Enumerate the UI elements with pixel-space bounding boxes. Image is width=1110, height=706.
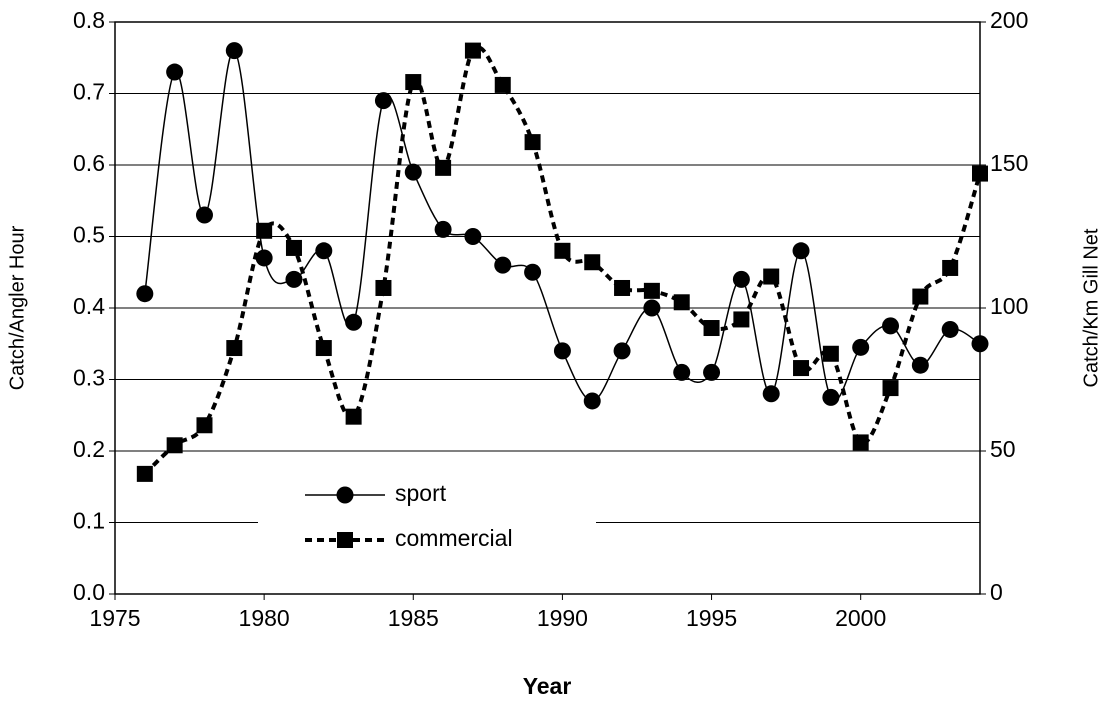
x-tick-label: 1985	[388, 605, 439, 631]
y-tick-label: 0.0	[73, 579, 105, 605]
data-point	[345, 408, 362, 425]
y-tick-label: 0.1	[73, 508, 105, 534]
data-point	[703, 320, 720, 337]
y2-tick-label: 200	[990, 7, 1028, 33]
data-point	[464, 42, 481, 59]
data-point	[703, 363, 721, 381]
data-point	[256, 222, 273, 239]
x-tick-label: 1975	[89, 605, 140, 631]
data-point	[941, 320, 959, 338]
data-point	[643, 299, 661, 317]
data-point	[673, 363, 691, 381]
data-point	[584, 254, 601, 271]
data-point	[762, 385, 780, 403]
data-point	[942, 259, 959, 276]
data-point	[494, 76, 511, 93]
data-point	[822, 388, 840, 406]
data-point	[912, 288, 929, 305]
y2-axis-title: Catch/Km Gill Net	[1080, 228, 1102, 387]
data-point	[405, 74, 422, 91]
y-tick-label: 0.8	[73, 7, 105, 33]
x-axis-title: Year	[523, 673, 572, 699]
data-point	[614, 279, 631, 296]
data-point	[166, 437, 183, 454]
data-point	[464, 228, 482, 245]
data-point	[882, 380, 899, 397]
data-point	[882, 317, 900, 335]
y-tick-label: 0.3	[73, 365, 105, 391]
y-tick-label: 0.7	[73, 79, 105, 105]
data-point	[226, 340, 243, 357]
data-point	[166, 63, 184, 81]
data-point	[225, 42, 243, 60]
data-point	[852, 338, 870, 356]
data-point	[255, 249, 273, 267]
data-point	[673, 294, 690, 311]
x-tick-label: 1995	[686, 605, 737, 631]
data-point	[345, 313, 363, 331]
legend-marker	[336, 486, 354, 504]
data-point	[793, 360, 810, 377]
data-point	[613, 342, 631, 360]
data-point	[583, 392, 601, 410]
data-point	[136, 465, 153, 482]
data-point	[404, 163, 422, 181]
y-tick-label: 0.2	[73, 436, 105, 462]
data-point	[315, 340, 332, 357]
data-point	[494, 256, 512, 274]
y-axis-title: Catch/Angler Hour	[6, 225, 28, 390]
data-point	[285, 270, 303, 288]
legend-box	[258, 460, 596, 564]
plot-frame	[114, 21, 981, 595]
y-tick-label: 0.5	[73, 222, 105, 248]
y-tick-label: 0.6	[73, 150, 105, 176]
data-point	[375, 279, 392, 296]
y2-tick-label: 100	[990, 293, 1028, 319]
legend-marker	[337, 532, 353, 548]
data-point	[852, 434, 869, 451]
y2-tick-label: 150	[990, 150, 1028, 176]
data-point	[911, 356, 929, 374]
data-point	[792, 242, 810, 260]
data-point	[315, 242, 333, 260]
data-point	[524, 134, 541, 151]
data-point	[732, 270, 750, 288]
data-point	[971, 335, 989, 353]
data-point	[524, 263, 542, 281]
y-tick-label: 0.4	[73, 293, 105, 319]
data-point	[434, 220, 452, 238]
data-point	[196, 417, 213, 434]
data-point	[374, 92, 392, 110]
data-point	[553, 342, 571, 360]
data-point	[643, 282, 660, 299]
data-point	[972, 165, 988, 182]
y2-tick-label: 0	[990, 579, 1003, 605]
x-tick-label: 1990	[537, 605, 588, 631]
data-point	[195, 206, 213, 224]
data-point	[822, 345, 839, 362]
x-tick-label: 1980	[239, 605, 290, 631]
data-point	[763, 268, 780, 285]
data-point	[136, 285, 154, 303]
data-point	[733, 311, 750, 328]
data-point	[285, 239, 302, 256]
x-tick-label: 2000	[835, 605, 886, 631]
data-point	[435, 159, 452, 176]
legend-label: sport	[395, 480, 447, 506]
legend-label: commercial	[395, 525, 513, 551]
data-point	[554, 242, 571, 259]
y2-tick-label: 50	[990, 436, 1016, 462]
